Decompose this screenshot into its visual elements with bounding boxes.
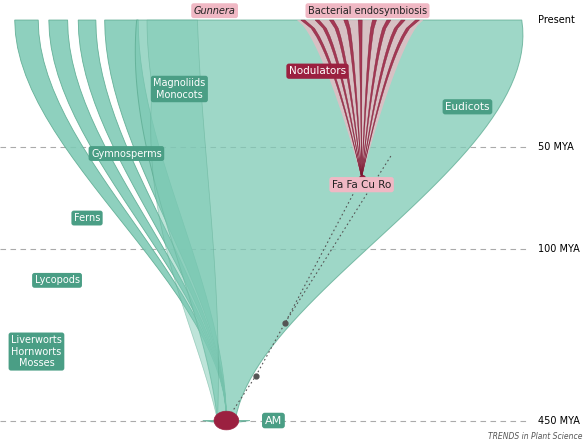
Polygon shape: [297, 20, 423, 178]
Text: Liverworts
Hornworts
Mosses: Liverworts Hornworts Mosses: [11, 335, 62, 368]
Polygon shape: [362, 20, 405, 178]
Polygon shape: [362, 20, 391, 178]
Polygon shape: [135, 20, 523, 423]
Polygon shape: [49, 20, 226, 421]
Polygon shape: [78, 20, 226, 421]
Text: 100 MYA: 100 MYA: [538, 244, 580, 254]
Polygon shape: [147, 20, 223, 421]
Text: Bacterial endosymbiosis: Bacterial endosymbiosis: [308, 6, 427, 16]
Text: Nodulators: Nodulators: [289, 66, 346, 76]
Polygon shape: [358, 20, 362, 178]
Circle shape: [214, 411, 239, 430]
Polygon shape: [315, 20, 362, 178]
Text: Lycopods: Lycopods: [35, 275, 79, 285]
Polygon shape: [301, 20, 362, 178]
Polygon shape: [105, 20, 226, 421]
Text: AM: AM: [265, 416, 282, 425]
Text: Gymnosperms: Gymnosperms: [91, 149, 162, 158]
Text: TRENDS in Plant Science: TRENDS in Plant Science: [487, 432, 582, 441]
Text: Magnoliids
Monocots: Magnoliids Monocots: [153, 78, 205, 100]
Text: 50 MYA: 50 MYA: [538, 142, 574, 152]
Text: Eudicots: Eudicots: [445, 102, 490, 112]
Polygon shape: [15, 20, 226, 421]
Text: Present: Present: [538, 15, 575, 25]
Polygon shape: [344, 20, 362, 178]
Polygon shape: [362, 20, 419, 178]
Text: Gunnera: Gunnera: [193, 6, 236, 16]
Text: 450 MYA: 450 MYA: [538, 416, 580, 425]
Text: Fa Fa Cu Ro: Fa Fa Cu Ro: [332, 180, 391, 190]
Text: Ferns: Ferns: [74, 213, 100, 223]
Polygon shape: [362, 20, 376, 178]
Polygon shape: [329, 20, 362, 178]
